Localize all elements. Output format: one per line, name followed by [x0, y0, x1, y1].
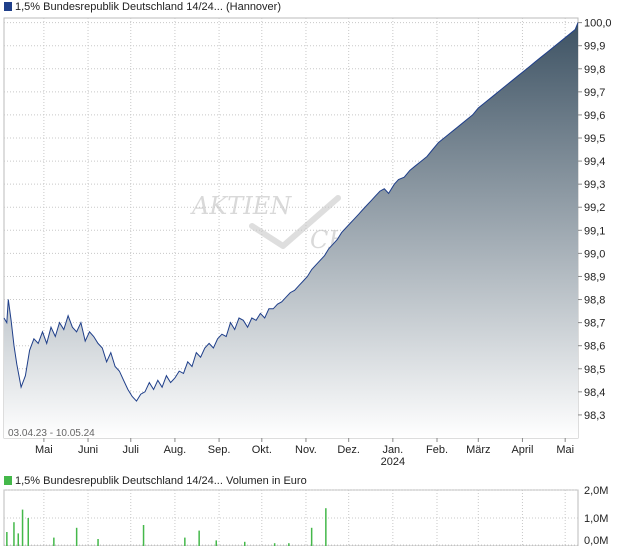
volume-bar	[198, 530, 200, 546]
price-y-tick-label: 99,7	[584, 87, 605, 99]
price-y-tick-label: 99,5	[584, 133, 605, 145]
volume-bar	[97, 539, 99, 546]
price-y-tick-label: 98,5	[584, 364, 605, 376]
price-y-tick-label: 98,6	[584, 341, 605, 353]
date-range-label: 03.04.23 - 10.05.24	[8, 428, 95, 439]
volume-bar	[142, 525, 145, 546]
volume-bar	[75, 527, 78, 546]
price-x-axis: Mai Juni Juli Aug. Sep. Okt. Nov. Dez. Jan.2024 F…	[35, 438, 574, 468]
price-y-tick-label: 99,3	[584, 179, 605, 191]
volume-bar	[310, 527, 313, 546]
watermark-checkmark-icon	[249, 195, 341, 249]
price-y-tick-label: 98,8	[584, 295, 605, 307]
price-x-tick-label: Dez.	[337, 444, 360, 456]
price-y-tick-label: 99,4	[584, 156, 605, 168]
volume-bar	[53, 537, 55, 546]
volume-y-tick-label: 1,0M	[584, 513, 608, 525]
price-y-tick-label: 99,2	[584, 202, 605, 214]
volume-legend-swatch	[4, 476, 12, 485]
volume-y-tick-label: 0,0M	[584, 535, 608, 546]
volume-bar	[215, 540, 217, 546]
price-y-tick-label: 98,7	[584, 318, 605, 330]
price-x-tick-label: April	[511, 444, 533, 456]
volume-grid	[4, 489, 578, 546]
price-x-tick-label: März	[466, 444, 490, 456]
volume-bar	[6, 532, 8, 546]
volume-bar	[273, 543, 276, 546]
price-y-tick-label: 98,9	[584, 271, 605, 283]
price-legend-label: 1,5% Bundesrepublik Deutschland 14/24...…	[15, 1, 281, 13]
price-x-tick-label: Mai	[556, 444, 574, 456]
price-y-tick-label: 99,8	[584, 64, 605, 76]
price-x-tick-label: Aug.	[164, 444, 187, 456]
price-x-tick-label: Mai	[35, 444, 53, 456]
price-x-tick-label: Juli	[123, 444, 140, 456]
price-y-tick-label: 99,6	[584, 110, 605, 122]
price-x-year-label: 2024	[381, 456, 405, 468]
price-y-tick-label: 100,0	[584, 18, 612, 30]
volume-bar	[325, 508, 327, 546]
volume-bar	[21, 509, 24, 546]
price-x-tick-label: Nov.	[295, 444, 317, 456]
price-y-tick-label: 99,1	[584, 225, 605, 237]
price-y-tick-label: 99,9	[584, 41, 605, 53]
price-x-tick-label: Feb.	[426, 444, 448, 456]
volume-bar	[13, 522, 15, 546]
volume-bar	[27, 518, 29, 546]
volume-bars	[6, 508, 327, 546]
price-x-tick-label: Sep.	[208, 444, 231, 456]
price-area-fill	[4, 22, 578, 438]
price-x-tick-label: Okt.	[252, 444, 272, 456]
volume-legend-label: 1,5% Bundesrepublik Deutschland 14/24...…	[15, 475, 307, 487]
volume-y-tick-label: 2,0M	[584, 485, 608, 497]
volume-bar	[184, 537, 186, 546]
price-legend-swatch	[4, 2, 12, 11]
price-y-axis: 100,0 99,9 99,8 99,7 99,6 99,5 99,4 99,3 99,2 99,…	[578, 18, 612, 422]
volume-bar	[288, 543, 290, 546]
volume-bar	[17, 533, 19, 546]
price-y-tick-label: 98,3	[584, 410, 605, 422]
volume-bar	[244, 541, 246, 546]
price-y-tick-label: 98,4	[584, 387, 605, 399]
watermark-text-top: AKTIEN	[190, 192, 292, 220]
volume-plot-frame	[3, 489, 579, 546]
price-y-tick-label: 99,0	[584, 248, 605, 260]
price-series-line	[3, 22, 579, 402]
price-x-tick-label: Jan.	[382, 444, 403, 456]
price-area-layer	[3, 22, 579, 438]
price-x-tick-label: Juni	[78, 444, 98, 456]
volume-y-axis: 2,0M 1,0M 0,0M	[584, 485, 608, 546]
